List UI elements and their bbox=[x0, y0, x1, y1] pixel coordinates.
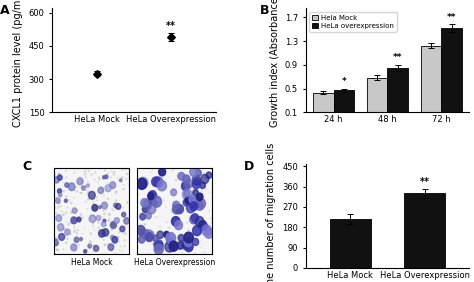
Bar bbox=[334, 90, 354, 118]
Text: D: D bbox=[244, 160, 254, 173]
Text: HeLa Mock: HeLa Mock bbox=[71, 258, 112, 267]
Bar bbox=[387, 68, 408, 118]
Legend: Hela Mock, HeLa overexpression: Hela Mock, HeLa overexpression bbox=[309, 12, 397, 32]
Text: C: C bbox=[23, 160, 32, 173]
Text: **: ** bbox=[419, 177, 429, 187]
Bar bbox=[441, 28, 462, 118]
Y-axis label: CXCL1 protein level (pg/ml): CXCL1 protein level (pg/ml) bbox=[13, 0, 23, 127]
Text: A: A bbox=[0, 4, 9, 17]
Text: **: ** bbox=[166, 21, 176, 31]
Bar bbox=[313, 93, 334, 118]
Bar bbox=[404, 193, 445, 268]
Text: B: B bbox=[260, 4, 269, 17]
Bar bbox=[330, 219, 371, 268]
Text: **: ** bbox=[447, 13, 456, 22]
Y-axis label: The number of migration cells: The number of migration cells bbox=[266, 142, 276, 282]
Bar bbox=[367, 78, 387, 118]
Bar bbox=[421, 46, 441, 118]
Text: HeLa Overexpression: HeLa Overexpression bbox=[134, 258, 216, 267]
Y-axis label: Growth index (Absorbance): Growth index (Absorbance) bbox=[269, 0, 279, 127]
Text: *: * bbox=[341, 77, 346, 86]
Text: **: ** bbox=[393, 53, 402, 62]
